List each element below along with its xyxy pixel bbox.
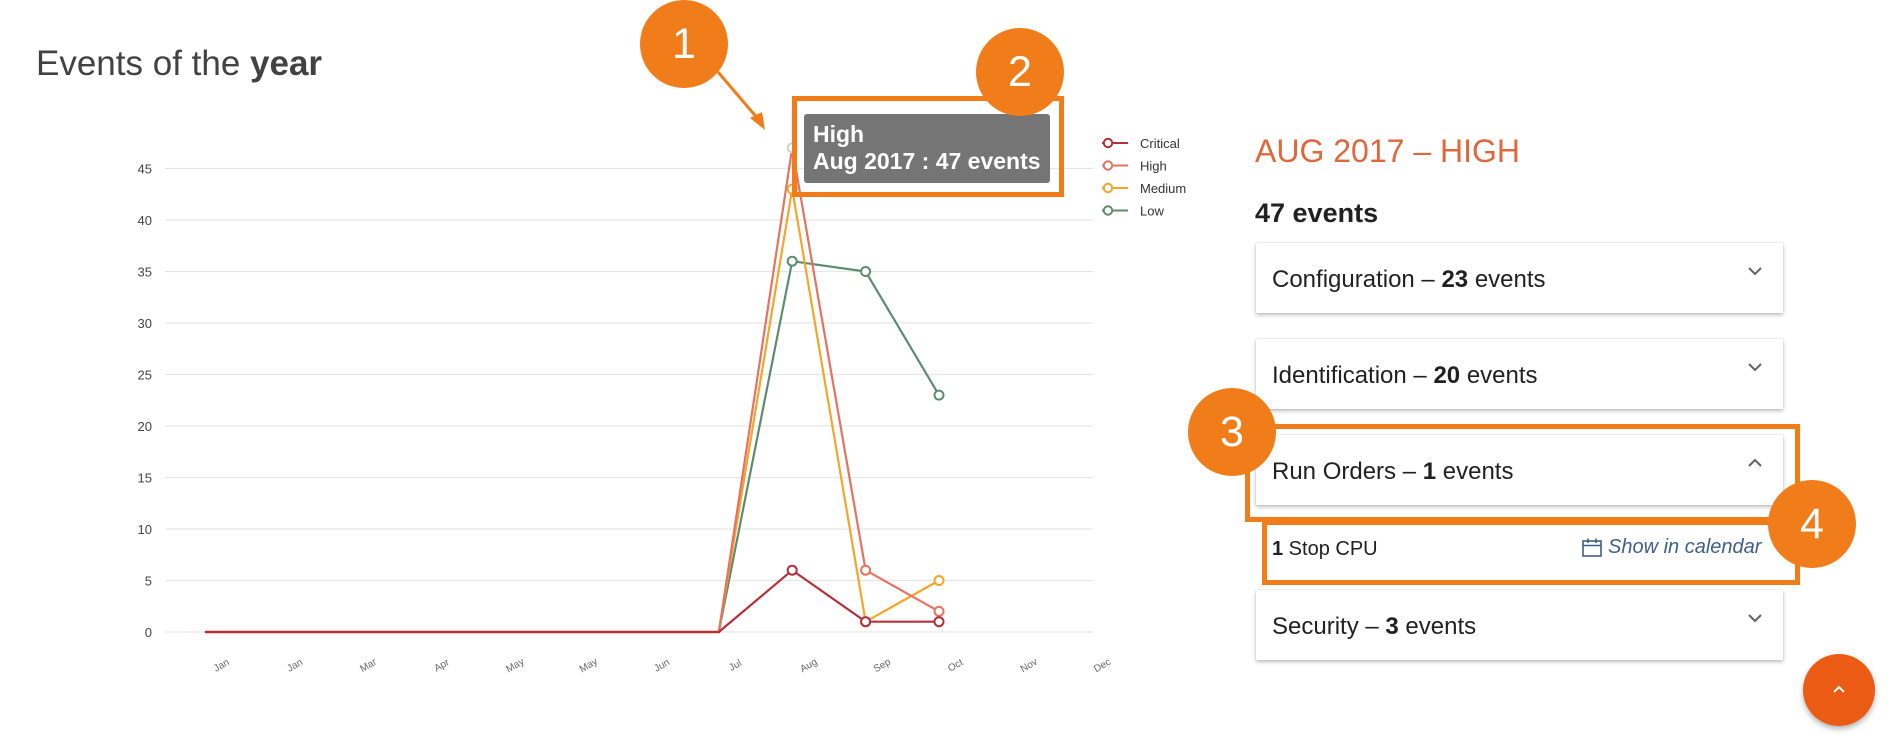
panel-count: 1	[1422, 458, 1437, 485]
tooltip-series: High	[813, 121, 865, 147]
callout-badge-3: 3	[1188, 388, 1276, 476]
tooltip-text: Aug 2017 : 47 events	[813, 148, 1041, 174]
series-lines	[205, 147, 940, 634]
panel-name: Security	[1272, 613, 1359, 640]
panel-label: Identification – 20 events	[1272, 362, 1538, 389]
events-line-chart: 0 5 10 15 20 25 30 35 40 45 Jan Jan Mar Apr May May Jun…	[138, 71, 1186, 675]
x-tick-label: Apr	[432, 657, 452, 675]
series-line-medium	[205, 188, 940, 634]
panel-name: Configuration	[1272, 266, 1415, 293]
x-tick-label: Jan	[285, 657, 304, 675]
panel-name: Identification	[1272, 362, 1407, 389]
legend-label: Low	[1140, 204, 1164, 219]
x-tick-label: May	[504, 656, 526, 675]
callout-arrow-head	[750, 112, 765, 130]
tooltip-highlight-box	[792, 96, 1064, 197]
chevron-up-icon[interactable]	[1743, 451, 1767, 475]
x-axis-labels: Jan Jan Mar Apr May May Jun Jul Aug Sep Oct Nov Dec	[212, 656, 1113, 675]
run-orders-item-label: Stop CPU	[1283, 538, 1378, 560]
panel-identification[interactable]: Identification – 20 events	[1256, 339, 1783, 409]
page-title: Events of the year	[36, 44, 322, 84]
legend-swatch-marker	[1102, 182, 1114, 194]
legend-label: Medium	[1140, 181, 1186, 196]
x-tick-label: Nov	[1019, 657, 1040, 675]
panel-run-orders[interactable]: Run Orders – 1 events	[1256, 435, 1783, 505]
x-tick-label: Aug	[798, 657, 819, 675]
chevron-up-icon	[1833, 685, 1845, 693]
panel-count: 20	[1433, 362, 1461, 389]
y-tick-label: 20	[138, 419, 152, 434]
callout-badge-4: 4	[1768, 480, 1856, 568]
y-tick-label: 10	[138, 522, 152, 537]
legend-swatch-marker	[1102, 160, 1114, 171]
scroll-top-button[interactable]	[1803, 654, 1875, 726]
data-point-high	[933, 605, 945, 617]
legend-label: High	[1140, 159, 1167, 174]
y-tick-label: 5	[145, 574, 152, 589]
y-axis-labels: 0 5 10 15 20 25 30 35 40 45	[138, 162, 152, 641]
legend-swatch-marker	[1102, 205, 1114, 216]
y-tick-label: 30	[138, 316, 152, 331]
legend-swatch-marker	[1102, 137, 1114, 149]
chevron-down-icon[interactable]	[1743, 606, 1767, 630]
panel-name: Run Orders	[1272, 458, 1397, 485]
chart-tooltip: High Aug 2017 : 47 events	[804, 114, 1050, 183]
chart-legend: Critical High Medium Low	[1102, 136, 1186, 219]
detail-title: AUG 2017 – HIGH	[1255, 133, 1520, 169]
data-point-medium	[933, 575, 945, 586]
data-point-high	[860, 564, 872, 576]
x-tick-label: Oct	[946, 657, 965, 674]
x-tick-label: Dec	[1092, 657, 1113, 675]
data-point-critical	[860, 616, 872, 628]
y-tick-label: 25	[138, 368, 152, 383]
x-tick-label: Sep	[872, 656, 893, 675]
series-line-critical	[205, 568, 939, 634]
show-in-calendar-link[interactable]: Show in calendar	[1581, 536, 1761, 559]
panel-label: Run Orders – 1 events	[1272, 458, 1514, 485]
panel-security[interactable]: Security – 3 events	[1256, 590, 1783, 660]
x-tick-label: Mar	[358, 656, 379, 674]
data-point-critical	[933, 616, 945, 628]
callout-badge-1: 1	[640, 0, 728, 88]
x-tick-label: May	[578, 656, 600, 675]
x-tick-label: Jul	[727, 658, 744, 674]
page-title-prefix: Events of the	[36, 44, 251, 83]
run-orders-item-count: 1	[1272, 538, 1284, 560]
chevron-down-icon[interactable]	[1743, 259, 1767, 283]
panel-suffix: events	[1398, 613, 1477, 640]
panel-label: Security – 3 events	[1272, 613, 1477, 640]
callout-badge-2: 2	[976, 28, 1064, 116]
data-point-low	[933, 389, 945, 401]
y-tick-label: 35	[138, 265, 152, 280]
data-point-low	[860, 266, 872, 277]
x-tick-label: Jun	[652, 657, 671, 675]
data-point-critical	[786, 564, 798, 576]
panel-suffix: events	[1460, 362, 1538, 389]
legend-label: Critical	[1140, 136, 1180, 151]
detail-total: 47 events	[1255, 198, 1379, 228]
callout-arrow-line	[716, 71, 761, 121]
panel-count: 3	[1385, 613, 1399, 640]
panel-count: 23	[1441, 266, 1469, 293]
panel-suffix: events	[1468, 266, 1546, 293]
y-tick-label: 15	[138, 471, 152, 486]
series-points	[786, 142, 945, 628]
y-tick-label: 40	[138, 213, 152, 228]
calendar-icon	[1582, 538, 1602, 557]
page-title-bold: year	[250, 44, 323, 83]
y-tick-label: 0	[145, 625, 152, 640]
data-point-low	[786, 255, 798, 267]
chevron-down-icon[interactable]	[1743, 355, 1767, 379]
y-tick-label: 45	[138, 162, 152, 177]
panel-configuration[interactable]: Configuration – 23 events	[1256, 243, 1783, 313]
chart-grid	[165, 167, 1093, 633]
panel-label: Configuration – 23 events	[1272, 266, 1546, 293]
x-tick-label: Jan	[212, 657, 231, 675]
series-line-low	[205, 259, 940, 634]
run-orders-item: 1 Stop CPU	[1272, 538, 1378, 561]
show-in-calendar-text: Show in calendar	[1608, 536, 1762, 558]
panel-suffix: events	[1436, 458, 1514, 485]
